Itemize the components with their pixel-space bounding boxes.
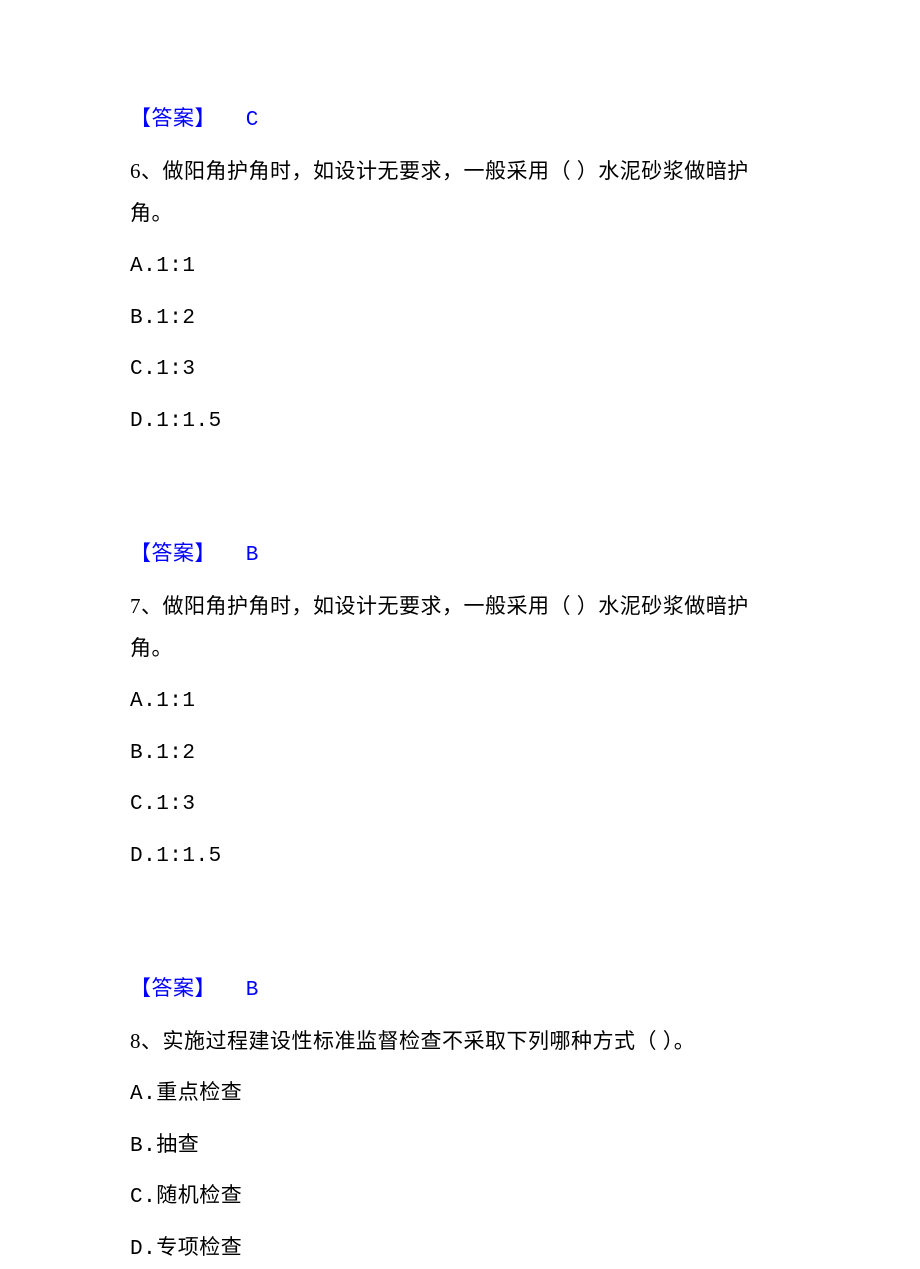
spacer bbox=[130, 890, 790, 970]
spacer bbox=[130, 455, 790, 535]
question-6-option-c: C.1:3 bbox=[130, 351, 790, 389]
prev-answer: 【答案】 C bbox=[130, 100, 790, 140]
question-8-option-d: D.专项检查 bbox=[130, 1231, 790, 1269]
question-7-option-b: B.1:2 bbox=[130, 735, 790, 773]
answer-label: 【答案】 bbox=[130, 541, 216, 565]
question-6-text: 6、做阳角护角时，如设计无要求，一般采用（ ）水泥砂浆做暗护角。 bbox=[130, 150, 790, 234]
answer-6: 【答案】 B bbox=[130, 535, 790, 575]
question-6-option-d: D.1:1.5 bbox=[130, 403, 790, 441]
question-6-option-a: A.1:1 bbox=[130, 248, 790, 286]
answer-value: B bbox=[246, 979, 259, 1002]
answer-value: C bbox=[246, 109, 259, 132]
answer-label: 【答案】 bbox=[130, 976, 216, 1000]
question-8-option-b: B.抽查 bbox=[130, 1128, 790, 1166]
answer-7: 【答案】 B bbox=[130, 970, 790, 1010]
question-8-option-a: A.重点检查 bbox=[130, 1076, 790, 1114]
question-7-option-a: A.1:1 bbox=[130, 683, 790, 721]
question-7-text: 7、做阳角护角时，如设计无要求，一般采用（ ）水泥砂浆做暗护角。 bbox=[130, 585, 790, 669]
answer-label: 【答案】 bbox=[130, 106, 216, 130]
answer-value: B bbox=[246, 544, 259, 567]
question-6-option-b: B.1:2 bbox=[130, 300, 790, 338]
question-8-option-c: C.随机检查 bbox=[130, 1179, 790, 1217]
question-8-text: 8、实施过程建设性标准监督检查不采取下列哪种方式（ ）。 bbox=[130, 1020, 790, 1062]
question-7-option-c: C.1:3 bbox=[130, 786, 790, 824]
question-7-option-d: D.1:1.5 bbox=[130, 838, 790, 876]
